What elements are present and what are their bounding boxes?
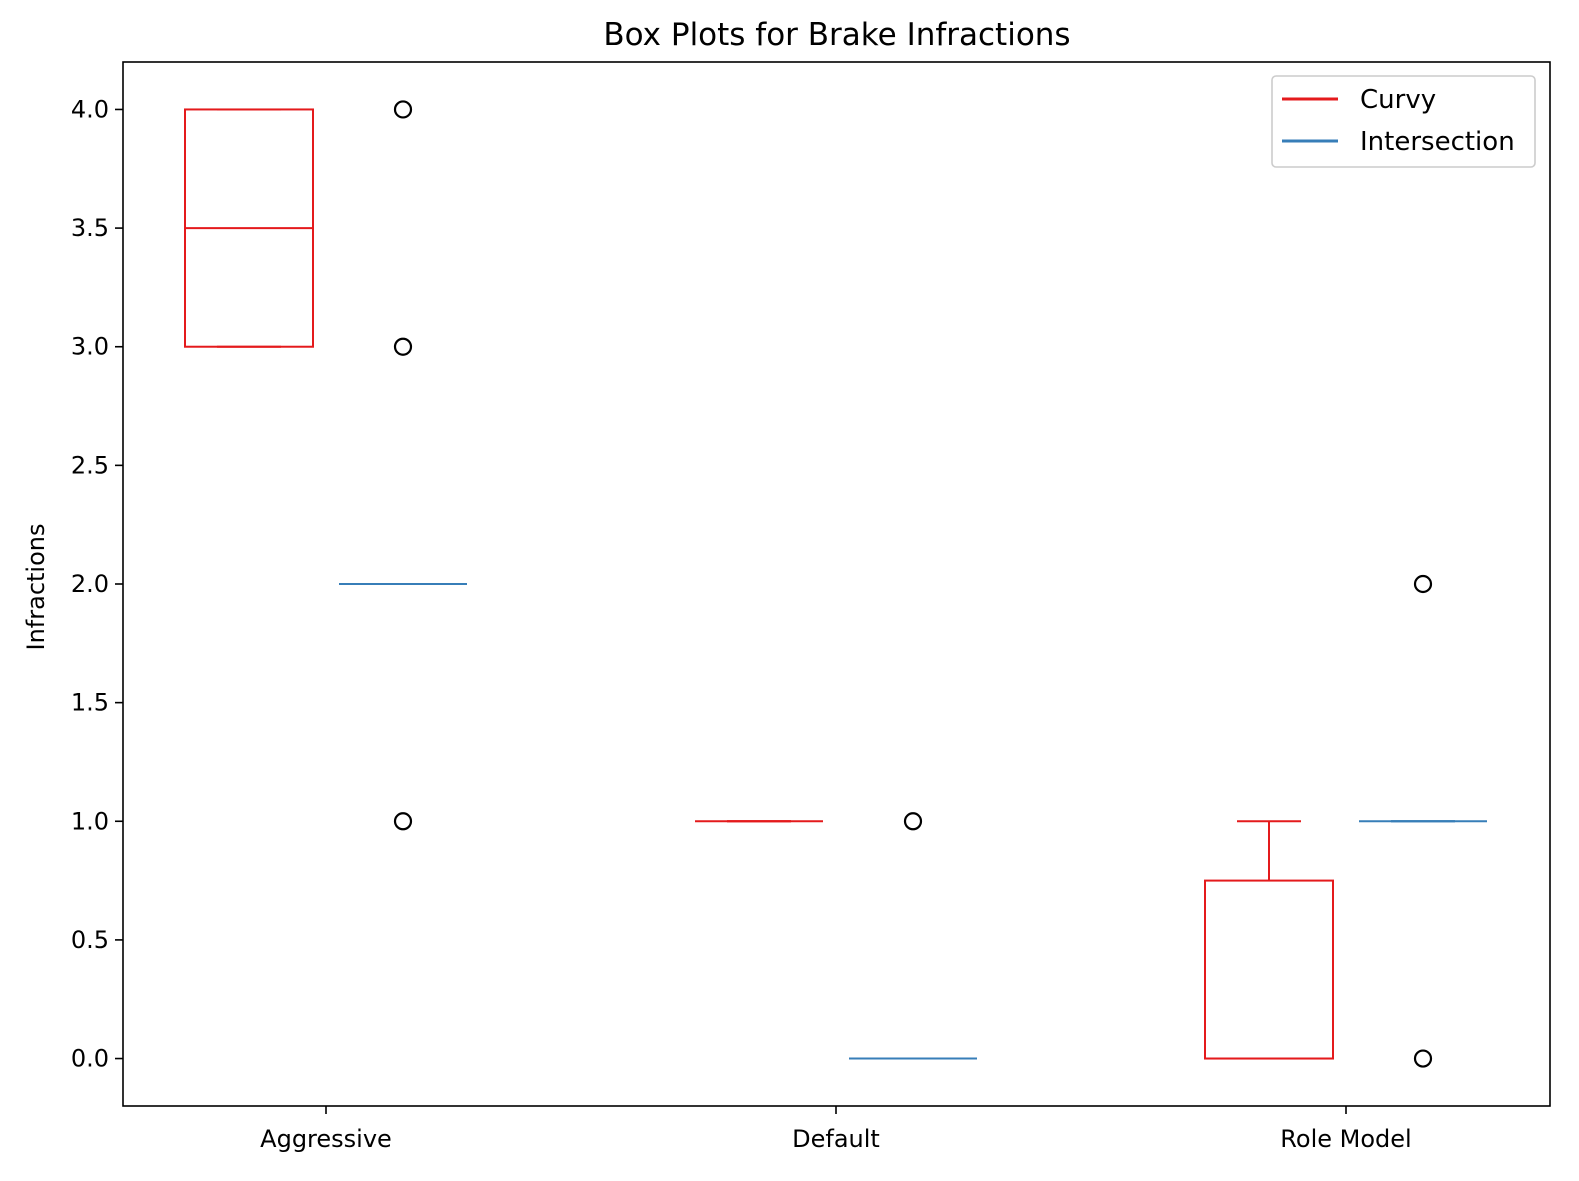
- y-tick-label: 4.0: [71, 95, 109, 123]
- legend-label-intersection: Intersection: [1360, 127, 1515, 157]
- box-intersection-role-model: [1359, 574, 1487, 1068]
- x-tick-label: Aggressive: [260, 1125, 392, 1153]
- y-tick-label: 0.5: [71, 926, 109, 954]
- y-tick-label: 3.0: [71, 333, 109, 361]
- y-tick-label: 2.5: [71, 451, 109, 479]
- y-tick-label: 1.5: [71, 689, 109, 717]
- axes-frame: [122, 61, 1551, 1107]
- outlier-point: [393, 100, 413, 119]
- outlier-point: [1413, 574, 1433, 594]
- box-intersection-default: [849, 812, 977, 1060]
- outlier-point: [903, 812, 923, 831]
- outlier-point: [393, 812, 413, 831]
- x-tick-label: Role Model: [1280, 1125, 1411, 1153]
- y-tick-label: 0.0: [71, 1045, 109, 1073]
- box-intersection-aggressive: [339, 100, 467, 831]
- box-body: [1204, 879, 1334, 1060]
- y-tick-label: 2.0: [71, 570, 109, 598]
- y-tick-label: 1.0: [71, 807, 109, 835]
- box-curvy-aggressive: [184, 108, 314, 348]
- series-intersection: [339, 100, 1487, 1068]
- chart-title: Box Plots for Brake Infractions: [603, 17, 1070, 53]
- y-axis-label: Infractions: [22, 524, 50, 651]
- series-curvy: [184, 108, 1334, 1060]
- box-curvy-role-model: [1204, 820, 1334, 1060]
- outlier-point: [1413, 1049, 1433, 1068]
- outlier-point: [393, 337, 413, 356]
- y-tick-label: 3.5: [71, 214, 109, 242]
- x-tick-label: Default: [792, 1125, 880, 1153]
- legend-label-curvy: Curvy: [1360, 85, 1436, 115]
- plot-area: [184, 100, 1487, 1068]
- legend: Curvy Intersection: [1271, 75, 1536, 168]
- axes: 0.0 0.5 1.0 1.5 2.0 2.5 3.0 3.5 4.0 Aggressive Def…: [71, 61, 1551, 1153]
